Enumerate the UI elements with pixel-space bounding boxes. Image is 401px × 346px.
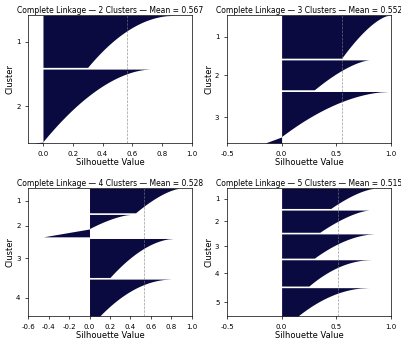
Title: Complete Linkage — 5 Clusters — Mean = 0.515: Complete Linkage — 5 Clusters — Mean = 0… (215, 179, 401, 188)
Title: Complete Linkage — 2 Clusters — Mean = 0.567: Complete Linkage — 2 Clusters — Mean = 0… (17, 6, 203, 15)
X-axis label: Silhouette Value: Silhouette Value (75, 331, 144, 340)
Title: Complete Linkage — 3 Clusters — Mean = 0.552: Complete Linkage — 3 Clusters — Mean = 0… (215, 6, 401, 15)
X-axis label: Silhouette Value: Silhouette Value (274, 331, 342, 340)
Y-axis label: Cluster: Cluster (204, 237, 213, 267)
X-axis label: Silhouette Value: Silhouette Value (75, 158, 144, 167)
X-axis label: Silhouette Value: Silhouette Value (274, 158, 342, 167)
Y-axis label: Cluster: Cluster (6, 237, 14, 267)
Y-axis label: Cluster: Cluster (204, 64, 213, 94)
Title: Complete Linkage — 4 Clusters — Mean = 0.528: Complete Linkage — 4 Clusters — Mean = 0… (17, 179, 203, 188)
Y-axis label: Cluster: Cluster (6, 64, 14, 94)
